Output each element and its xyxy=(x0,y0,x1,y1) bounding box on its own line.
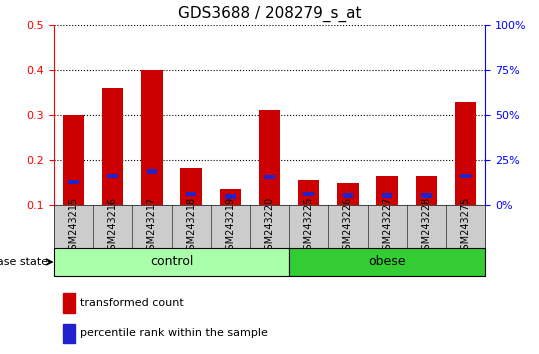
Bar xyxy=(225,194,236,199)
Bar xyxy=(376,176,398,205)
Text: GSM243228: GSM243228 xyxy=(421,197,431,256)
Bar xyxy=(303,192,314,196)
Bar xyxy=(68,179,79,184)
Bar xyxy=(289,248,485,276)
Bar xyxy=(54,248,289,276)
Text: obese: obese xyxy=(368,256,406,268)
Bar xyxy=(102,88,123,205)
Bar xyxy=(107,174,118,178)
Bar xyxy=(63,293,75,313)
Title: GDS3688 / 208279_s_at: GDS3688 / 208279_s_at xyxy=(178,6,361,22)
Bar xyxy=(455,102,476,205)
Bar xyxy=(382,193,392,198)
Bar xyxy=(147,169,157,174)
Bar xyxy=(141,70,163,205)
Bar xyxy=(63,115,84,205)
Bar xyxy=(259,110,280,205)
Bar xyxy=(342,193,353,198)
Text: GSM243227: GSM243227 xyxy=(382,197,392,256)
Text: percentile rank within the sample: percentile rank within the sample xyxy=(80,328,268,338)
Bar xyxy=(186,192,197,196)
Bar xyxy=(298,179,320,205)
Bar xyxy=(181,168,202,205)
Bar xyxy=(63,324,75,343)
Bar xyxy=(219,189,241,205)
Bar xyxy=(337,183,358,205)
Text: GSM243226: GSM243226 xyxy=(343,197,353,256)
Text: GSM243215: GSM243215 xyxy=(68,197,79,256)
Text: GSM243225: GSM243225 xyxy=(303,197,314,256)
Text: GSM243220: GSM243220 xyxy=(265,197,274,256)
Text: GSM243275: GSM243275 xyxy=(460,197,471,256)
Text: control: control xyxy=(150,256,193,268)
Text: GSM243219: GSM243219 xyxy=(225,197,236,256)
Bar xyxy=(421,193,432,198)
Bar xyxy=(460,174,471,178)
Text: GSM243217: GSM243217 xyxy=(147,197,157,256)
Text: GSM243216: GSM243216 xyxy=(108,197,118,256)
Text: GSM243218: GSM243218 xyxy=(186,197,196,256)
Text: transformed count: transformed count xyxy=(80,298,183,308)
Bar xyxy=(416,176,437,205)
Bar xyxy=(264,175,275,179)
Text: disease state: disease state xyxy=(0,257,49,267)
